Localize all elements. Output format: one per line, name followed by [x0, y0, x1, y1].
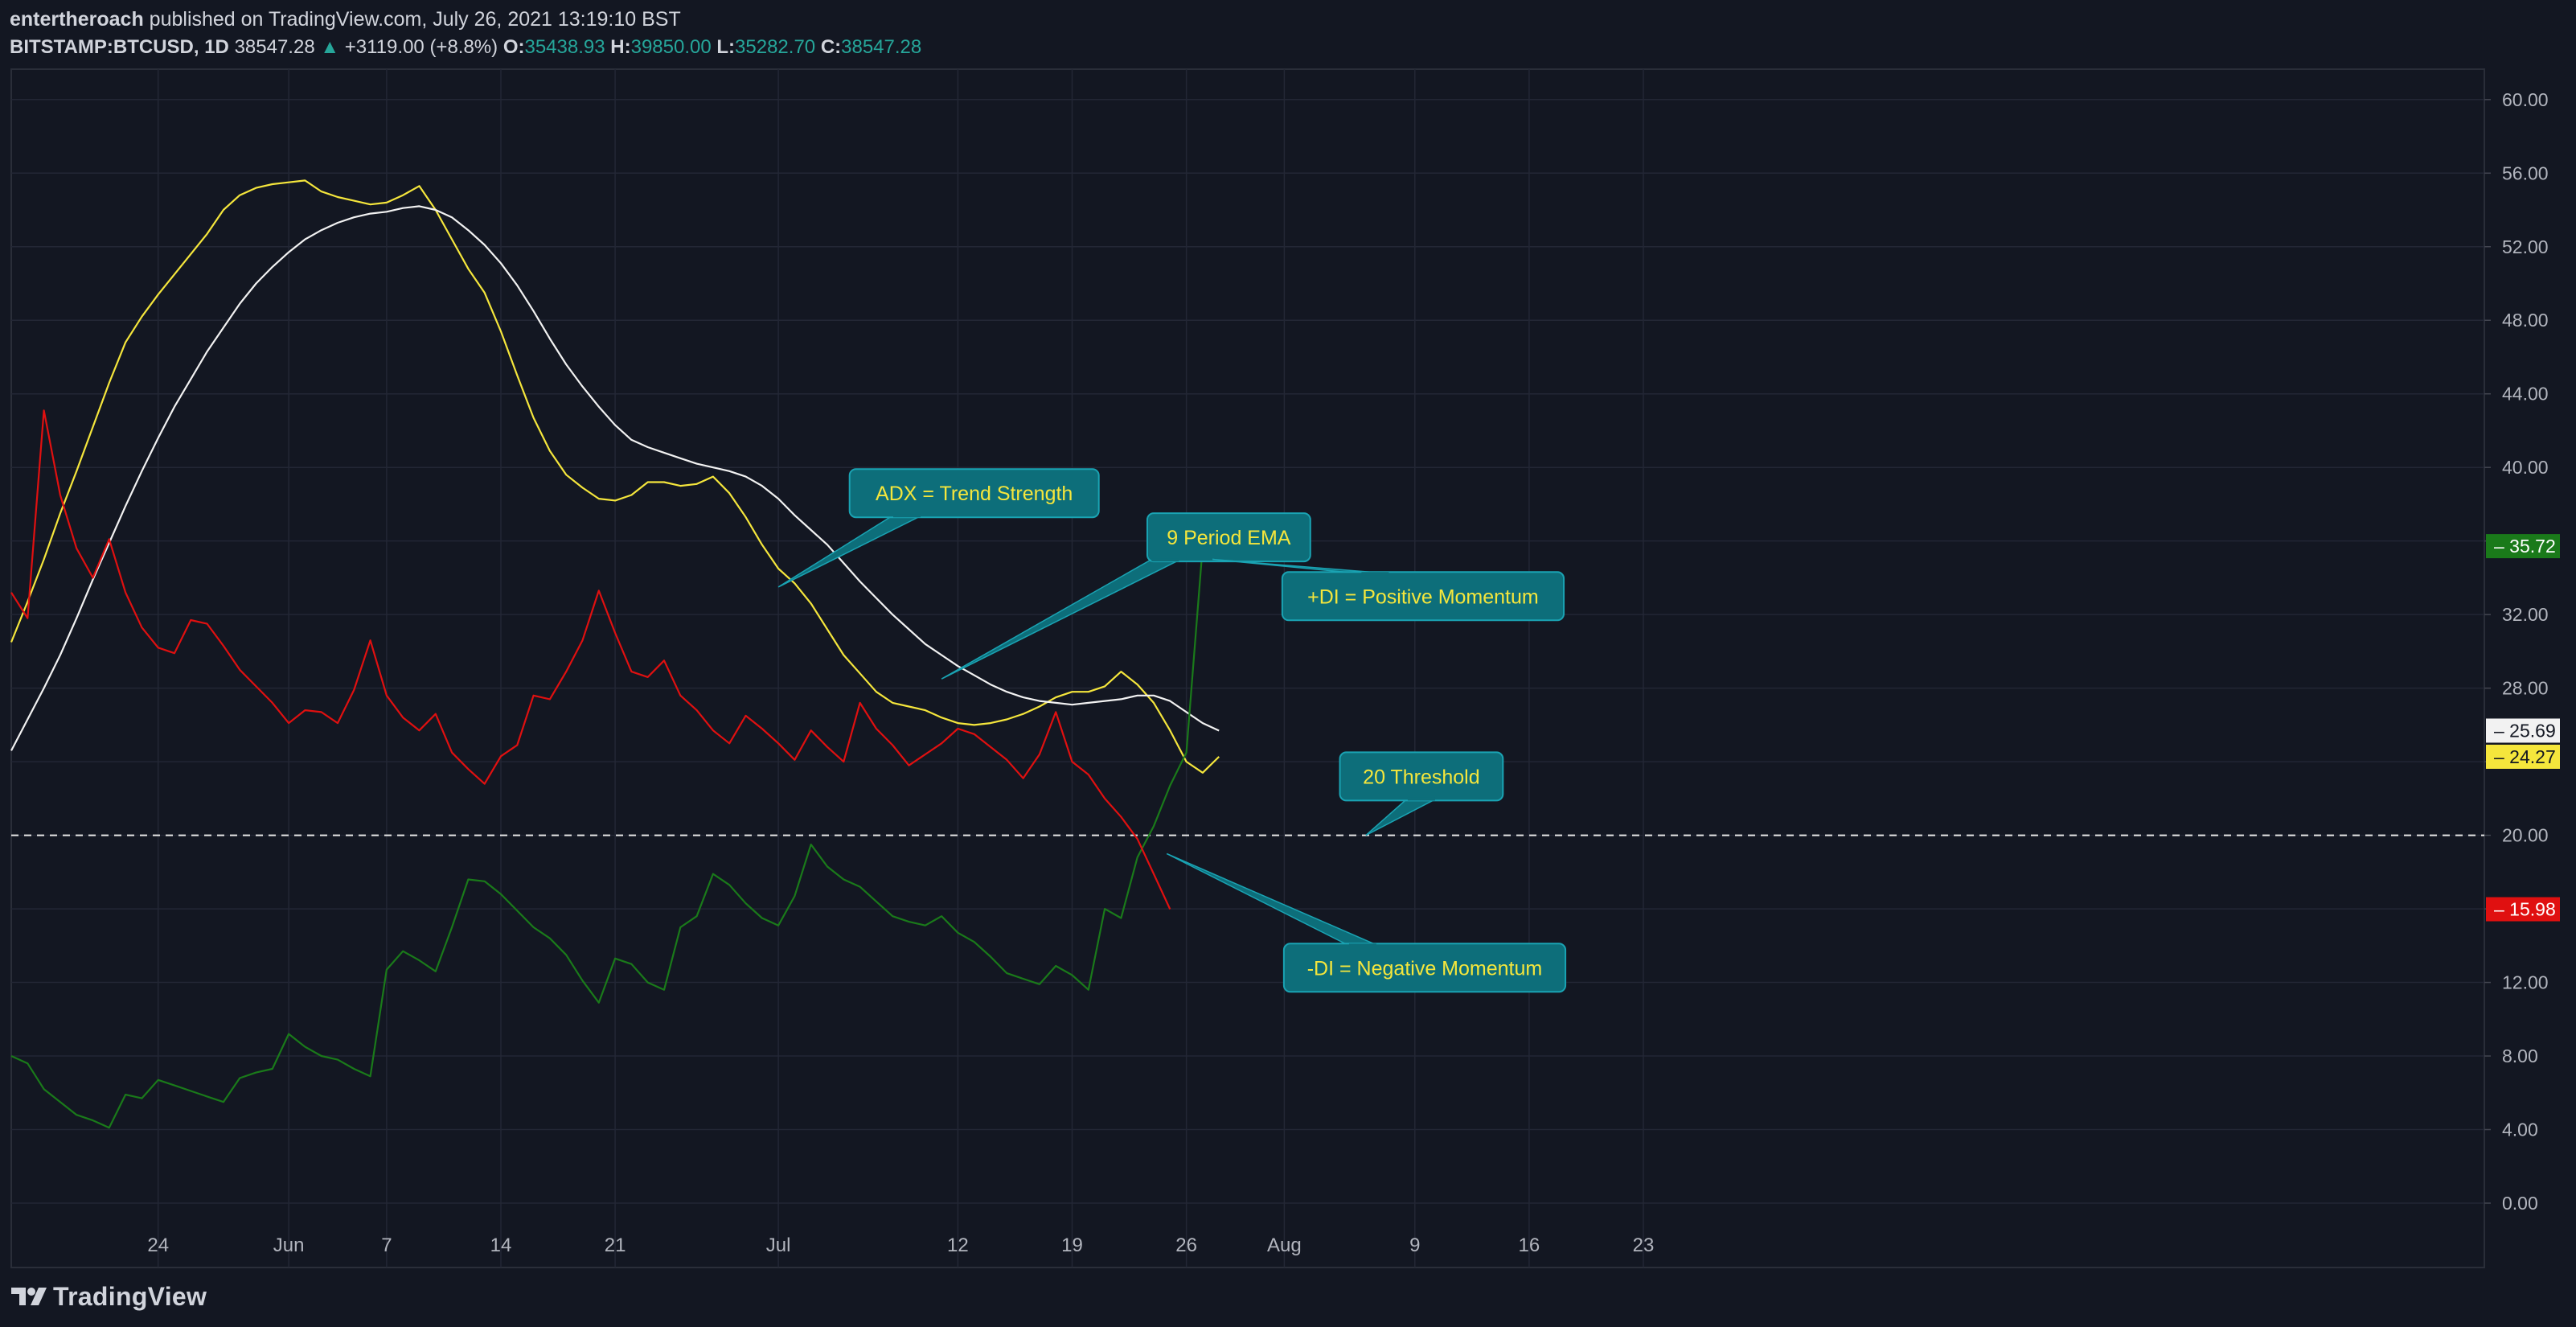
- high-value: 39850.00: [630, 36, 712, 58]
- callout-joint-0: [893, 514, 921, 518]
- x-tick-label-0: 24: [147, 1235, 169, 1256]
- callout-text-0: ADX = Trend Strength: [876, 483, 1073, 505]
- callout-box-0: [848, 468, 1100, 519]
- series-line-adx: [10, 179, 1220, 774]
- price-tag-bg-0: [2486, 534, 2560, 559]
- price-tag-label-2: – 24.27: [2494, 746, 2556, 767]
- y-tick-label-13: 52.00: [2502, 236, 2549, 257]
- x-tick-label-10: 9: [1409, 1235, 1420, 1256]
- callout-text-4: -DI = Negative Momentum: [1307, 957, 1542, 980]
- publisher-line: entertheroach published on TradingView.c…: [10, 5, 921, 34]
- x-tick-label-12: 23: [1633, 1235, 1655, 1256]
- chart-header: entertheroach published on TradingView.c…: [10, 5, 921, 61]
- high-label: H:: [610, 36, 631, 58]
- series-layer: [10, 179, 1220, 1129]
- up-arrow-icon: ▲: [320, 36, 340, 58]
- last-price: 38547.28: [234, 36, 315, 58]
- series-line-minus-di: [10, 409, 1171, 910]
- price-tag-label-1: – 25.69: [2494, 720, 2556, 741]
- x-tick-label-5: Jul: [766, 1235, 791, 1256]
- price-tag-bg-3: [2486, 897, 2560, 922]
- price-tag-bg-2: [2486, 744, 2560, 769]
- series-line-9-period-ema: [10, 205, 1220, 751]
- callout-box-4: [1282, 943, 1567, 993]
- time-axis[interactable]: 24 Jun 7 14 21 Jul 12 19 26 Aug 9 16 23: [147, 1235, 1654, 1256]
- callout-text-3: 20 Threshold: [1363, 766, 1479, 788]
- callout-joint-3: [1407, 797, 1435, 801]
- y-tick-label-5: 20.00: [2502, 825, 2549, 846]
- callout-text-1: 9 Period EMA: [1167, 527, 1291, 549]
- y-tick-label-11: 44.00: [2502, 384, 2549, 405]
- y-tick-label-0: 0.00: [2502, 1193, 2538, 1214]
- y-tick-label-7: 28.00: [2502, 678, 2549, 699]
- callout-joint-1: [1151, 558, 1179, 562]
- callout-joint-4: [1348, 943, 1376, 947]
- tradingview-brand: TradingView: [53, 1281, 207, 1311]
- tradingview-logo[interactable]: TradingView: [10, 1279, 207, 1314]
- open-label: O:: [502, 36, 525, 58]
- x-tick-label-6: 12: [947, 1235, 969, 1256]
- y-tick-label-1: 4.00: [2502, 1120, 2538, 1140]
- price-tag-bg-1: [2486, 718, 2560, 743]
- symbol-label[interactable]: BITSTAMP:BTCUSD, 1D: [10, 36, 229, 58]
- callout-box-2: [1281, 571, 1565, 622]
- grid-lines: [11, 69, 2484, 1267]
- plot-frame: [10, 68, 2485, 1268]
- x-tick-label-8: 26: [1175, 1235, 1197, 1256]
- y-tick-label-8: 32.00: [2502, 604, 2549, 625]
- callout-text-2: +DI = Positive Momentum: [1307, 585, 1539, 608]
- x-tick-label-7: 19: [1061, 1235, 1083, 1256]
- x-tick-label-9: Aug: [1267, 1235, 1302, 1256]
- callout-joint-2: [1361, 572, 1389, 576]
- low-value: 35282.70: [735, 36, 816, 58]
- open-value: 35438.93: [524, 36, 605, 58]
- y-tick-label-15: 60.00: [2502, 89, 2549, 110]
- close-label: C:: [820, 36, 842, 58]
- x-tick-label-4: 21: [605, 1235, 626, 1256]
- series-line-plusminus-di: [10, 546, 1204, 1129]
- x-tick-label-2: 7: [381, 1235, 392, 1256]
- low-label: L:: [716, 36, 736, 58]
- x-tick-label-1: Jun: [273, 1235, 305, 1256]
- callout-annotations: ADX = Trend Strength 9 Period EMA +DI = Po…: [777, 468, 1567, 993]
- price-axis[interactable]: 0.004.008.0012.0016.0020.0024.0028.0032.…: [2484, 89, 2549, 1214]
- y-tick-label-12: 48.00: [2502, 310, 2549, 331]
- price-change: +3119.00 (+8.8%): [344, 36, 498, 58]
- x-tick-label-11: 16: [1519, 1235, 1540, 1256]
- y-tick-label-10: 40.00: [2502, 457, 2549, 478]
- y-tick-label-2: 8.00: [2502, 1046, 2538, 1066]
- ohlc-line: BITSTAMP:BTCUSD, 1D 38547.28 ▲ +3119.00 …: [10, 34, 921, 61]
- author-name[interactable]: entertheroach: [10, 8, 144, 31]
- published-text: published on TradingView.com, July 26, 2…: [149, 8, 681, 31]
- tradingview-logo-icon: [11, 1288, 47, 1305]
- close-value: 38547.28: [841, 36, 922, 58]
- y-tick-label-3: 12.00: [2502, 972, 2549, 993]
- price-tag-label-3: – 15.98: [2494, 899, 2556, 920]
- y-tick-label-14: 56.00: [2502, 162, 2549, 183]
- last-value-tags: – 35.72 – 25.69 – 24.27 – 15.98: [2486, 534, 2560, 922]
- x-tick-label-3: 14: [490, 1235, 512, 1256]
- price-tag-label-0: – 35.72: [2494, 536, 2556, 557]
